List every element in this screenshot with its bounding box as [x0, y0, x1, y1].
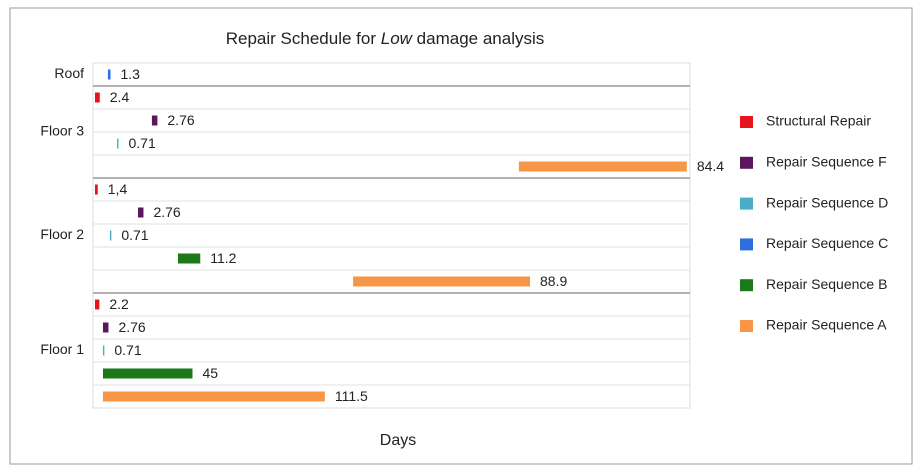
value-label: 11.2	[210, 250, 236, 266]
value-label: 1,4	[108, 181, 128, 197]
bar	[94, 299, 100, 310]
title-text: damage analysis	[417, 29, 545, 48]
value-label: 2.76	[118, 319, 145, 335]
value-label: 45	[203, 365, 219, 381]
chart-frame	[9, 7, 913, 465]
value-label: 2.76	[153, 204, 180, 220]
legend-swatch	[740, 156, 753, 169]
legend-swatch	[740, 238, 753, 251]
legend-label: Repair Sequence A	[766, 317, 887, 333]
legend-label: Structural Repair	[766, 113, 871, 129]
bar	[102, 391, 325, 402]
legend-swatch	[740, 116, 753, 128]
legend-label: Repair Sequence B	[766, 276, 887, 292]
value-label: 2.76	[167, 112, 194, 128]
legend-swatch	[740, 279, 753, 292]
value-label: 0.71	[128, 135, 155, 151]
x-axis-label: Days	[380, 432, 416, 449]
bar	[102, 322, 109, 333]
value-label: 111.5	[335, 388, 368, 404]
value-label: 0.71	[114, 342, 141, 358]
bar	[94, 184, 98, 195]
plot-area	[92, 62, 691, 409]
legend-swatch	[740, 320, 753, 332]
value-label: 88.9	[540, 273, 567, 289]
value-label: 0.71	[121, 227, 148, 243]
group-label: Floor 1	[40, 341, 84, 357]
bar	[102, 345, 105, 356]
bar	[94, 92, 100, 103]
bar	[117, 138, 119, 149]
legend-swatch	[740, 197, 753, 210]
title-text: Repair Schedule for	[226, 29, 377, 48]
legend-label: Repair Sequence D	[766, 194, 888, 210]
group-label: Roof	[54, 65, 84, 81]
bar	[102, 368, 193, 379]
value-label: 2.2	[109, 296, 129, 312]
bar	[137, 207, 144, 218]
bar	[109, 230, 112, 241]
value-label: 84.4	[697, 158, 724, 174]
bar	[151, 115, 158, 126]
bar	[107, 69, 111, 80]
legend-label: Repair Sequence F	[766, 154, 887, 170]
value-label: 1.3	[121, 66, 141, 82]
bar	[177, 253, 201, 264]
legend-label: Repair Sequence C	[766, 235, 888, 251]
group-label: Floor 2	[40, 226, 84, 242]
chart-title: Repair Schedule for Low damage analysis	[226, 29, 545, 48]
bar	[353, 276, 531, 287]
bar	[518, 161, 687, 172]
title-emphasis: Low	[381, 29, 414, 48]
value-label: 2.4	[110, 89, 130, 105]
group-label: Floor 3	[40, 123, 84, 139]
